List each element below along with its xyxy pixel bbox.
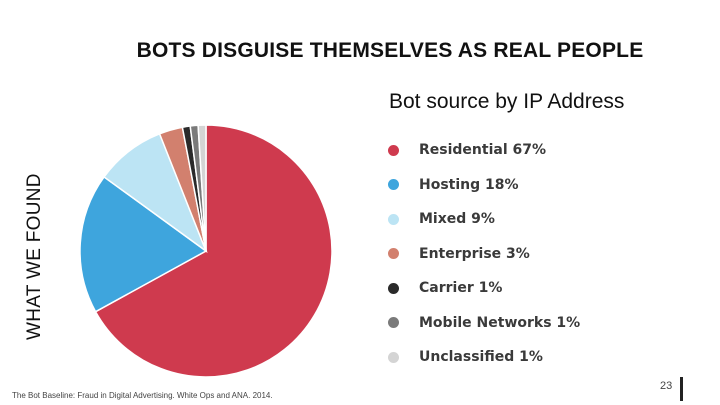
chart-title: Bot source by IP Address [389,90,625,113]
legend-swatch-1 [388,179,399,191]
pie-chart [79,124,333,378]
legend-label-0: Residential 67% [419,142,547,159]
legend-item-1: Hosting 18% [388,168,580,203]
page-number: 23 [660,380,673,392]
chart-legend: Residential 67% Hosting 18% Mixed 9% Enterp… [388,133,580,375]
legend-label-4: Carrier 1% [419,280,503,297]
legend-swatch-4 [388,282,399,294]
pie-slice-1 [79,175,208,313]
legend-item-2: Mixed 9% [388,202,580,237]
legend-item-0: Residential 67% [388,133,580,168]
legend-label-2: Mixed 9% [419,211,495,228]
page-number-divider [680,377,683,401]
legend-label-3: Enterprise 3% [419,245,530,262]
source-citation: The Bot Baseline: Fraud in Digital Adver… [12,391,273,400]
legend-swatch-0 [388,144,399,156]
slide-title: BOTS DISGUISE THEMSELVES AS REAL PEOPLE [136,39,644,62]
legend-item-6: Unclassified 1% [388,340,580,375]
legend-swatch-5 [388,317,399,329]
legend-label-6: Unclassified 1% [419,349,543,366]
side-section-label: WHAT WE FOUND [24,173,45,340]
pie-slice-0 [94,124,333,378]
legend-label-1: Hosting 18% [419,176,519,193]
legend-label-5: Mobile Networks 1% [419,314,581,331]
legend-swatch-6 [388,351,399,363]
legend-item-5: Mobile Networks 1% [388,306,580,341]
legend-item-4: Carrier 1% [388,271,580,306]
legend-swatch-2 [388,213,399,225]
legend-item-3: Enterprise 3% [388,237,580,272]
legend-swatch-3 [388,248,399,260]
pie-slice-6 [197,124,207,252]
